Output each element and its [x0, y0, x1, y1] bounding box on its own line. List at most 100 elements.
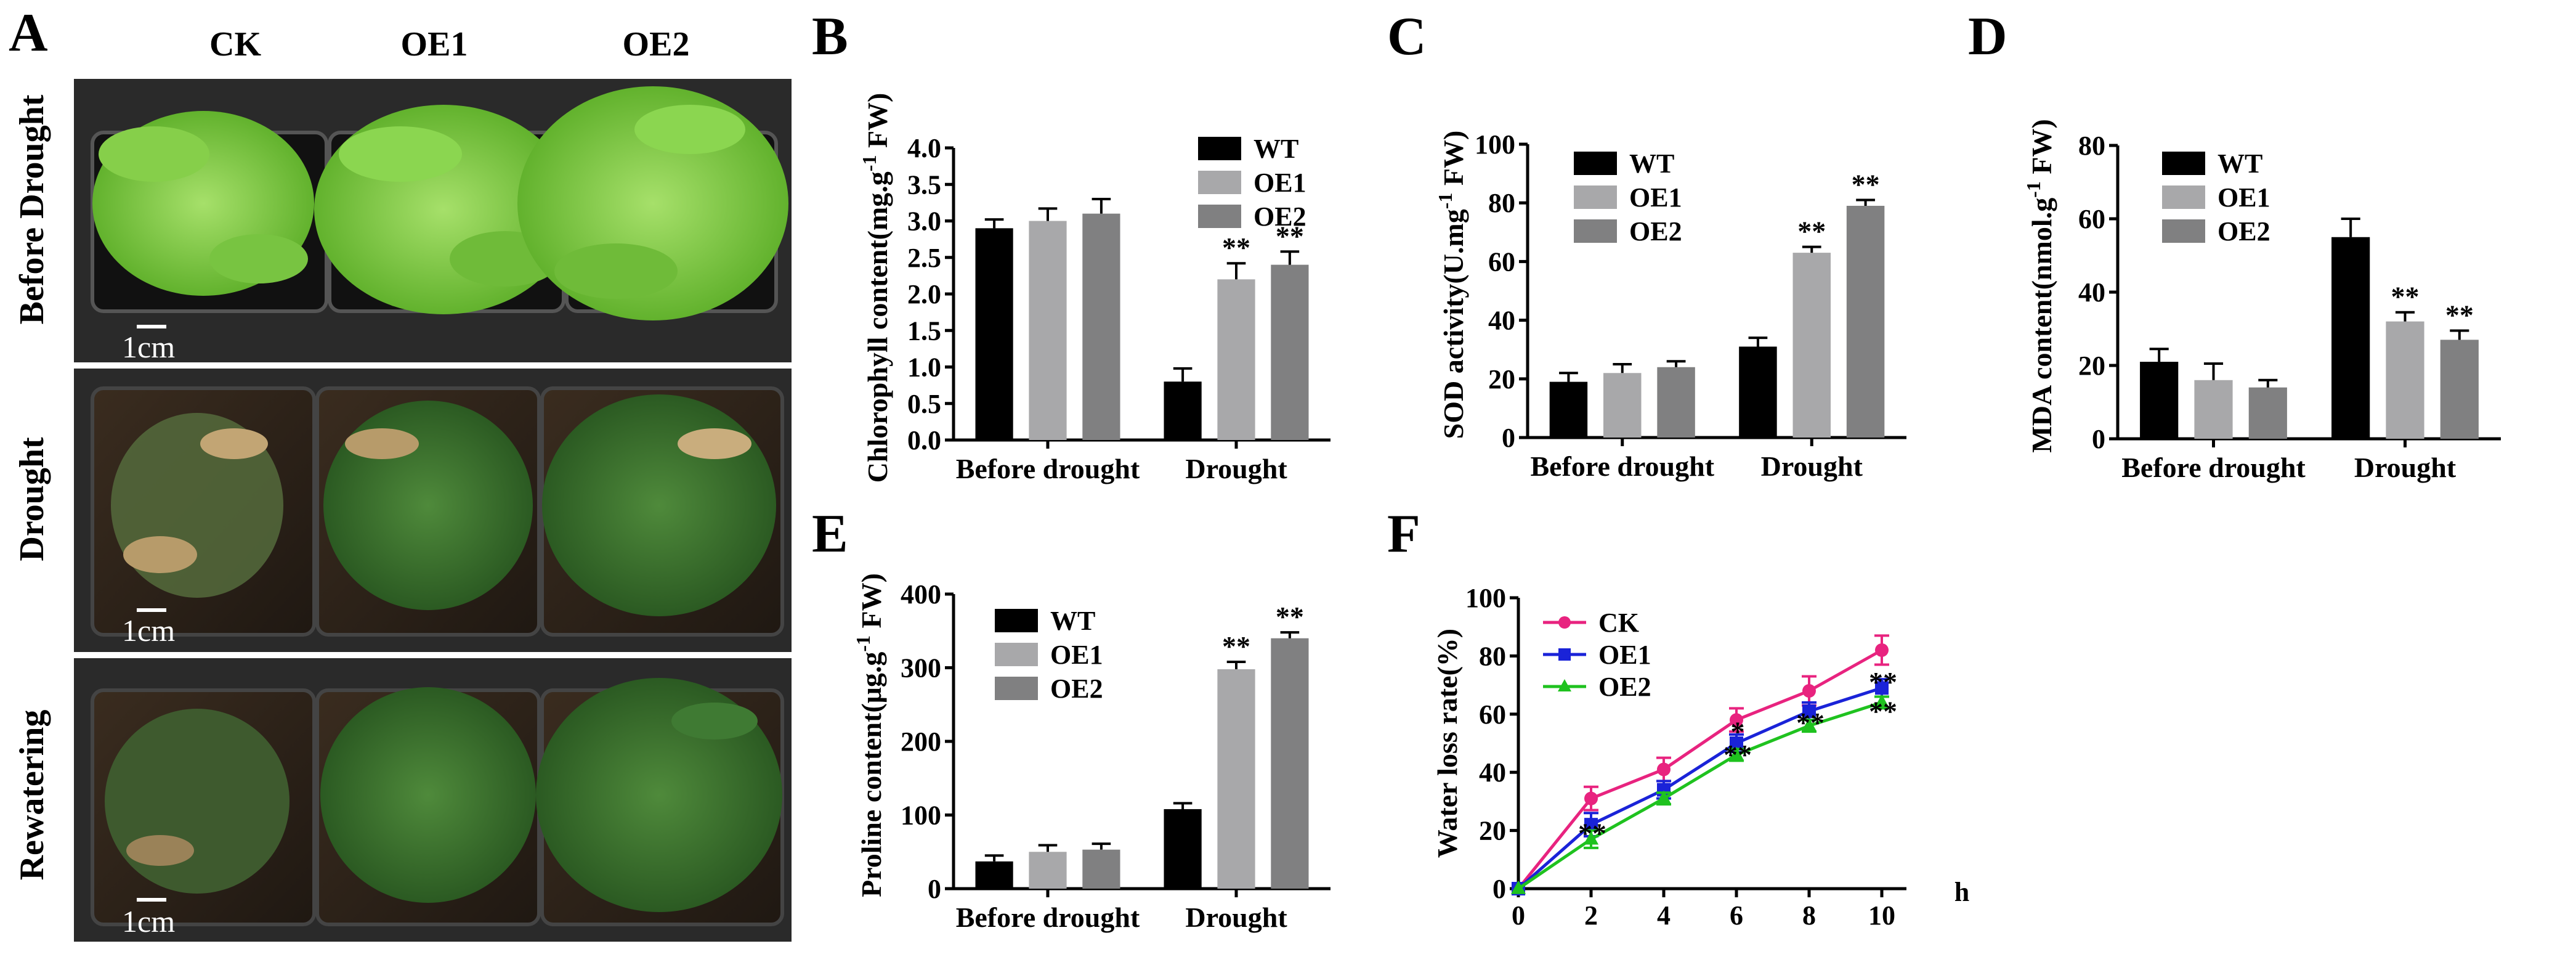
- error-bar: [1173, 802, 1193, 809]
- photo-row-rewatering: Rewatering: [13, 710, 51, 881]
- bar-oe1: [1217, 669, 1255, 889]
- chart-mda-content: 0 20 40 60 80 Before drought Drought ** ** WTOE1O…: [2022, 119, 2501, 483]
- error-bar: [1038, 207, 1058, 221]
- x-tick-label: 10: [1868, 900, 1895, 931]
- legend-label-oe2: OE2: [1629, 216, 1682, 247]
- x-category-label: Before drought: [956, 902, 1140, 933]
- y-tick-label: 80: [1479, 641, 1506, 671]
- y-tick-label: 3.5: [907, 169, 941, 200]
- legend-swatch-oe2: [995, 677, 1038, 700]
- series-line-oe2: [1517, 701, 1882, 891]
- y-axis-label: SOD activity(U.mg-1 FW): [1434, 131, 1469, 439]
- error-bar: [1038, 844, 1058, 852]
- point-oe1: [1802, 704, 1816, 719]
- scale-bar-label-3: 1cm: [122, 904, 175, 939]
- y-tick-label: 100: [1465, 583, 1506, 613]
- error-bar: [1559, 372, 1578, 382]
- y-tick-label: 20: [1479, 816, 1506, 846]
- bar-oe2: [1271, 264, 1309, 440]
- legend-marker-ck: [1558, 616, 1571, 629]
- bar-oe2: [1082, 213, 1120, 440]
- series-line-ck: [1517, 648, 1883, 890]
- bar-wt: [1549, 381, 1588, 438]
- error-bar: [1748, 336, 1768, 347]
- point-oe2: [1728, 746, 1744, 760]
- error-bar: [1092, 197, 1111, 214]
- significance-mark: **: [1869, 666, 1897, 698]
- error-bar: [2341, 218, 2360, 237]
- error-bar: [1856, 198, 1875, 206]
- point-oe1: [1584, 818, 1598, 832]
- y-tick-label: 400: [901, 579, 941, 609]
- error-bar: [984, 854, 1004, 862]
- y-tick-label: 0: [2092, 424, 2105, 454]
- legend-swatch-wt: [995, 609, 1038, 632]
- error-bar: [2149, 348, 2169, 362]
- legend-swatch-wt: [1198, 137, 1241, 160]
- y-tick-label: 60: [1479, 699, 1506, 730]
- bar-wt: [975, 228, 1013, 440]
- bar-wt: [2331, 237, 2370, 439]
- point-oe1: [1875, 681, 1889, 695]
- y-tick-label: 80: [2078, 131, 2105, 161]
- error-bar: [1226, 262, 1246, 280]
- error-bar: [1092, 842, 1111, 850]
- y-tick-label: 4.0: [907, 133, 941, 163]
- point-ck: [1730, 713, 1743, 727]
- legend-label-wt: WT: [1629, 149, 1674, 179]
- y-tick-label: 60: [2078, 204, 2105, 234]
- axes: [1517, 598, 1906, 891]
- significance-mark: **: [1578, 818, 1606, 849]
- chart-proline-content: 0 100 200 300 400 Before drought Drought ** ** WT…: [852, 573, 1331, 933]
- bar-wt: [1164, 381, 1202, 440]
- series-line-oe1: [1517, 686, 1882, 890]
- y-axis-label: Water loss rate(%): [1432, 629, 1463, 858]
- panel-letter-e: E: [812, 504, 848, 564]
- significance-mark: **: [1276, 601, 1304, 632]
- significance-mark: **: [2445, 299, 2474, 330]
- point-ck: [1657, 762, 1671, 777]
- bar-wt: [975, 861, 1013, 889]
- photo-column-oe1: OE1: [401, 25, 468, 63]
- significance-mark: **: [1222, 630, 1250, 662]
- bar-wt: [2140, 362, 2179, 439]
- bar-oe2: [2248, 387, 2287, 439]
- photo-column-ck: CK: [209, 25, 261, 63]
- bar-oe2: [1657, 367, 1695, 438]
- error-bar: [1280, 250, 1300, 265]
- y-tick-label: 0.0: [907, 425, 941, 455]
- bar-oe1: [1603, 373, 1642, 438]
- significance-mark: **: [1276, 220, 1304, 251]
- error-bar: [2395, 311, 2415, 322]
- legend-label-oe2: OE2: [2218, 216, 2270, 247]
- legend-swatch-oe1: [1574, 185, 1617, 209]
- error-bar: [984, 218, 1004, 229]
- panel-letter-d: D: [1968, 7, 2007, 67]
- legend-label-oe2: OE2: [1254, 202, 1306, 232]
- significance-mark: **: [1869, 695, 1897, 727]
- y-axis-label: MDA content(nmol.g-1 FW): [2022, 119, 2057, 453]
- legend-swatch-wt: [1574, 152, 1617, 175]
- y-tick-label: 0: [1502, 423, 1515, 453]
- y-tick-label: 40: [2078, 277, 2105, 308]
- error-bar: [1666, 360, 1686, 367]
- legend-label-wt: WT: [1050, 606, 1095, 636]
- point-oe2: [1656, 790, 1672, 804]
- y-tick-label: 2.5: [907, 243, 941, 273]
- bar-oe2: [1271, 638, 1309, 889]
- y-tick-label: 300: [901, 653, 941, 683]
- y-tick-label: 20: [2078, 351, 2105, 381]
- bar-oe1: [2194, 380, 2233, 439]
- x-category-label: Before drought: [956, 453, 1140, 484]
- photo-panel: A CK OE1 OE2 Before Drought Drought Rewa…: [9, 3, 792, 942]
- x-axis-label: h: [1954, 877, 1969, 907]
- error-bar: [2258, 378, 2278, 388]
- bar-oe2: [1846, 205, 1885, 438]
- x-category-label: Before drought: [2121, 452, 2306, 483]
- y-tick-label: 100: [901, 801, 941, 831]
- y-tick-label: 100: [1475, 129, 1515, 160]
- x-tick-label: 2: [1584, 900, 1598, 931]
- photo-drought: 1cm: [74, 369, 792, 652]
- x-category-label: Drought: [1185, 902, 1287, 933]
- legend-label-oe1: OE1: [1598, 640, 1651, 670]
